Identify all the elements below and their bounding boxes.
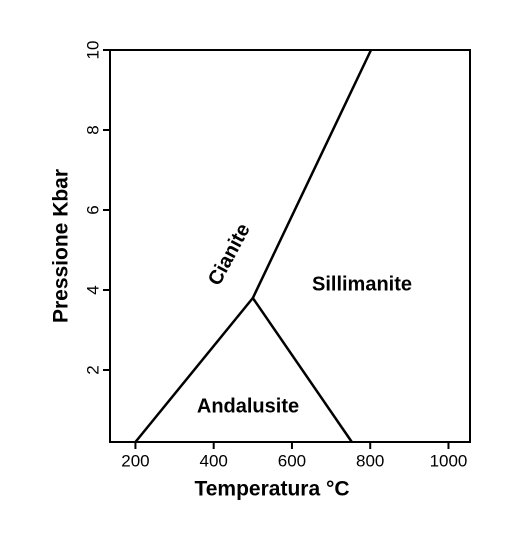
- x-axis-title: Temperatura °C: [194, 478, 349, 501]
- x-tick-label: 1000: [430, 451, 468, 470]
- region-label: Cianite: [204, 220, 255, 289]
- region-label: Andalusite: [197, 395, 299, 417]
- y-tick-label: 4: [83, 285, 102, 294]
- y-tick-label: 8: [83, 125, 102, 134]
- x-tick-label: 400: [200, 451, 228, 470]
- y-tick-label: 6: [83, 205, 102, 214]
- phase-boundary: [251, 49, 373, 299]
- y-tick-label: 2: [83, 365, 102, 374]
- plot-frame: [109, 49, 471, 443]
- x-tick-label: 200: [121, 451, 149, 470]
- y-axis-title: Pressione Kbar: [50, 169, 73, 323]
- x-tick-label: 800: [356, 451, 384, 470]
- x-tick-label: 600: [278, 451, 306, 470]
- y-tick-label: 10: [83, 41, 102, 60]
- phase-boundary: [134, 297, 254, 443]
- phase-boundary: [251, 297, 353, 443]
- region-label: Sillimanite: [312, 273, 412, 295]
